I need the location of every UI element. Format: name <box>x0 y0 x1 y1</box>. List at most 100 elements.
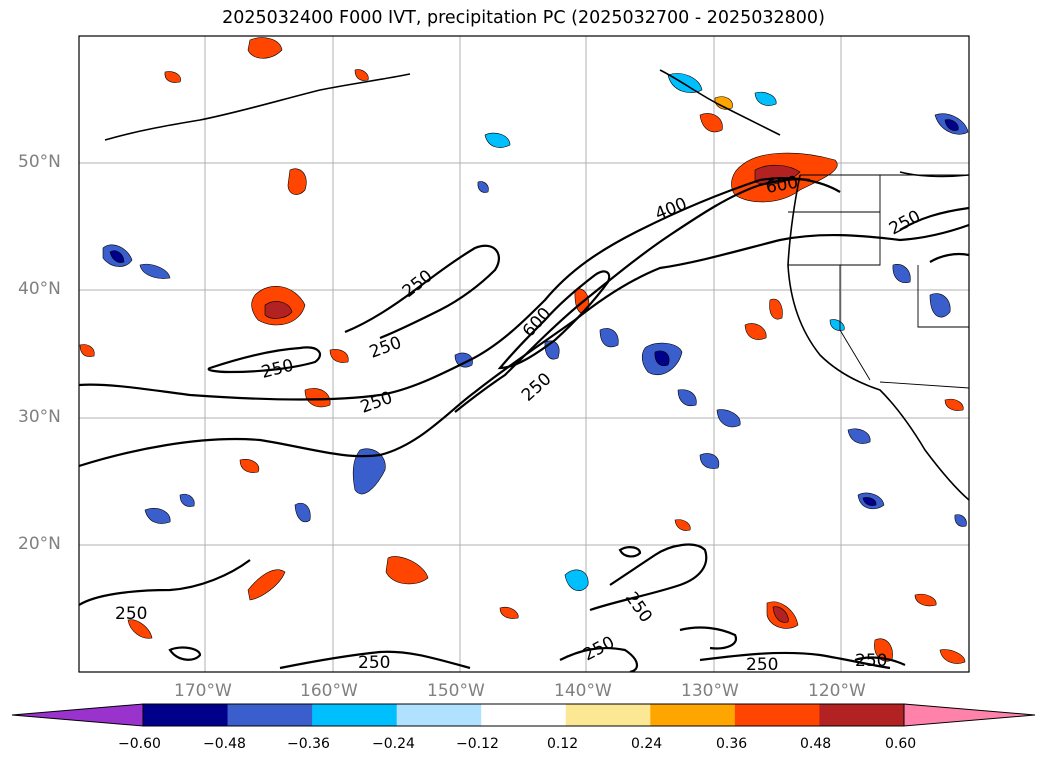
colorbar <box>11 703 1036 727</box>
contour-line <box>679 626 738 650</box>
lon-label: 160°W <box>300 681 358 701</box>
precip-blob <box>179 493 195 507</box>
map-area <box>79 36 969 672</box>
colorbar-tick-label: −0.12 <box>456 736 499 752</box>
precip-blob <box>829 319 845 331</box>
precip-blob <box>754 91 777 106</box>
contour-line <box>699 651 891 670</box>
colorbar-cell <box>143 704 229 726</box>
lon-label: 150°W <box>427 681 485 701</box>
colorbar-cell <box>481 704 567 726</box>
precip-blob <box>144 508 171 524</box>
contour-label: 250 <box>855 651 887 671</box>
precip-blob <box>109 250 125 263</box>
contour-line <box>79 223 969 468</box>
contour-label: 250 <box>358 653 390 673</box>
colorbar-cell <box>734 704 820 726</box>
precip-blob <box>139 263 171 279</box>
lon-label: 130°W <box>681 681 739 701</box>
contour-line <box>207 346 322 374</box>
colorbar-tick-label: 0.24 <box>631 736 663 752</box>
contour-line <box>559 646 638 672</box>
colorbar-cell <box>312 704 398 726</box>
colorbar-extend-high <box>903 703 1036 727</box>
precip-blob <box>499 607 519 619</box>
precip-blob <box>599 328 619 348</box>
precip-blob <box>654 350 670 367</box>
colorbar-tick-label: −0.60 <box>118 736 161 752</box>
precip-blob <box>862 497 877 506</box>
precip-blob <box>944 398 964 411</box>
colorbar-tick-label: −0.36 <box>287 736 330 752</box>
colorbar-tick-label: 0.36 <box>716 736 748 752</box>
precip-blob <box>939 649 966 664</box>
precip-blob <box>484 132 511 148</box>
precip-blob <box>385 556 429 585</box>
contour-line <box>899 206 969 231</box>
colorbar-tick-label: 0.48 <box>800 736 832 752</box>
contour-label: 250 <box>115 604 147 624</box>
precip-blob <box>954 514 967 527</box>
lon-label: 120°W <box>808 681 866 701</box>
lat-label: 40°N <box>18 279 61 299</box>
precip-blob <box>677 389 697 407</box>
contour-line <box>618 546 642 558</box>
colorbar-cell <box>819 704 905 726</box>
contour-line <box>454 178 811 413</box>
precip-blob <box>247 569 286 601</box>
state-borders <box>788 174 969 389</box>
precip-blob <box>699 113 723 133</box>
colorbar-cell <box>565 704 651 726</box>
colorbar-tick-label: 0.60 <box>885 736 917 752</box>
colorbar-cell <box>650 704 736 726</box>
contour-line <box>168 646 202 661</box>
colorbar-tick-label: −0.48 <box>203 736 246 752</box>
lon-label: 170°W <box>174 681 232 701</box>
coastlines <box>104 69 969 501</box>
precip-blob <box>247 37 283 59</box>
contour-label: 250 <box>746 655 778 675</box>
precip-blob <box>294 502 311 523</box>
precip-blob <box>477 181 489 193</box>
precip-blob <box>847 428 871 444</box>
precip-blob <box>454 352 473 368</box>
contour-line <box>589 543 708 612</box>
precip-blob <box>716 409 741 428</box>
colorbar-tick-label: −0.24 <box>372 736 415 752</box>
precip-blob <box>769 298 783 320</box>
colorbar-frame <box>142 703 905 727</box>
precip-blob <box>914 593 937 607</box>
precip-blob <box>944 119 959 131</box>
precip-blob <box>79 344 95 357</box>
colorbar-extend-low <box>11 703 144 727</box>
precip-blob <box>929 293 951 318</box>
lat-label: 20°N <box>18 534 61 554</box>
precip-blob <box>354 69 369 81</box>
precip-blob <box>744 323 767 340</box>
gridlines <box>79 36 969 672</box>
precip-blob <box>352 448 386 495</box>
lat-label: 30°N <box>18 407 61 427</box>
contour-line <box>497 270 611 370</box>
map-title: 2025032400 F000 IVT, precipitation PC (2… <box>222 8 825 28</box>
precip-blob <box>892 264 911 283</box>
precip-blob <box>164 71 181 83</box>
lon-label: 140°W <box>554 681 612 701</box>
contour-line <box>344 244 500 340</box>
colorbar-cell <box>227 704 313 726</box>
colorbar-cell <box>396 704 482 726</box>
precip-blob <box>127 619 153 639</box>
precip-blob <box>264 301 293 319</box>
precip-blob <box>699 453 720 469</box>
precip-positive-areas <box>79 37 966 664</box>
precip-blob <box>714 96 733 110</box>
precip-negative-areas <box>102 73 969 592</box>
colorbar-tick-label: 0.12 <box>547 736 579 752</box>
precip-blob <box>564 569 589 592</box>
precip-blob <box>772 606 789 623</box>
contour-line <box>79 177 841 401</box>
precip-blob <box>239 459 260 473</box>
contour-line <box>854 656 906 666</box>
contour-line <box>929 252 969 263</box>
